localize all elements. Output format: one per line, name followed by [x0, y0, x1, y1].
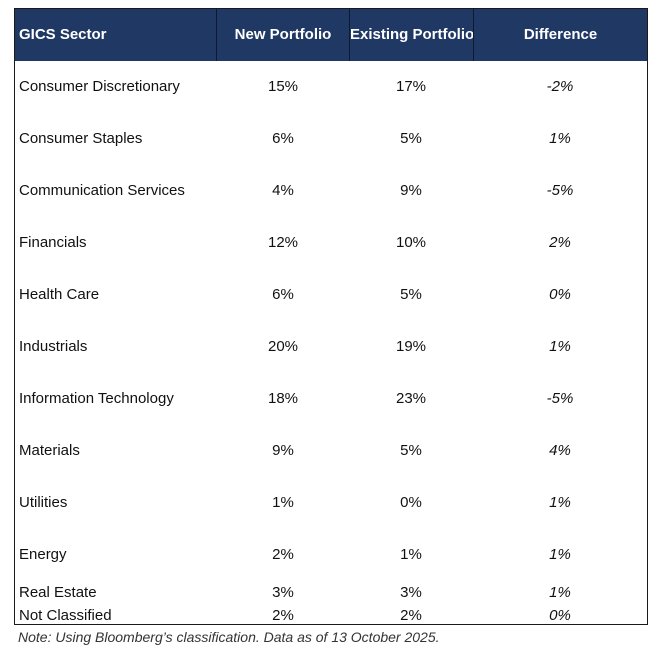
existing-portfolio-cell: 5% — [400, 130, 422, 147]
existing-portfolio-cell: 19% — [395, 338, 427, 355]
existing-portfolio-cell: 17% — [395, 78, 427, 95]
header-divider — [473, 9, 474, 61]
sector-cell: Real Estate — [19, 584, 97, 601]
difference-cell: 0% — [549, 286, 571, 303]
header-divider — [216, 9, 217, 61]
header-difference: Difference — [523, 26, 598, 43]
difference-cell: 2% — [549, 234, 571, 251]
sector-cell: Not Classified — [19, 607, 112, 624]
difference-cell: 1% — [549, 494, 571, 511]
new-portfolio-cell: 1% — [272, 494, 294, 511]
difference-cell: 0% — [549, 607, 571, 624]
header-existing-portfolio: Existing Portfolio — [350, 26, 474, 43]
sector-cell: Energy — [19, 546, 67, 563]
sector-table: GICS Sector New Portfolio Existing Portf… — [14, 8, 648, 625]
existing-portfolio-cell: 9% — [400, 182, 422, 199]
new-portfolio-cell: 4% — [272, 182, 294, 199]
sector-cell: Health Care — [19, 286, 100, 303]
new-portfolio-cell: 20% — [267, 338, 299, 355]
new-portfolio-cell: 15% — [267, 78, 299, 95]
sector-cell: Utilities — [19, 494, 68, 511]
existing-portfolio-cell: 0% — [400, 494, 422, 511]
difference-cell: 4% — [549, 442, 571, 459]
difference-cell: -5% — [546, 182, 574, 199]
footnote: Note: Using Bloomberg’s classification. … — [18, 629, 440, 645]
existing-portfolio-cell: 10% — [395, 234, 427, 251]
new-portfolio-cell: 6% — [272, 130, 294, 147]
sector-cell: Consumer Staples — [19, 130, 143, 147]
difference-cell: 1% — [549, 130, 571, 147]
header-new-portfolio: New Portfolio — [234, 26, 332, 43]
sector-cell: Communication Services — [19, 182, 185, 199]
header-divider — [349, 9, 350, 61]
sector-cell: Information Technology — [19, 390, 174, 407]
existing-portfolio-cell: 3% — [400, 584, 422, 601]
existing-portfolio-cell: 1% — [400, 546, 422, 563]
table-header: GICS Sector New Portfolio Existing Portf… — [15, 9, 647, 61]
difference-cell: -2% — [546, 78, 574, 95]
new-portfolio-cell: 18% — [267, 390, 299, 407]
difference-cell: 1% — [549, 584, 571, 601]
new-portfolio-cell: 2% — [272, 607, 294, 624]
sector-cell: Financials — [19, 234, 87, 251]
difference-cell: -5% — [546, 390, 574, 407]
new-portfolio-cell: 12% — [267, 234, 299, 251]
header-gics-sector: GICS Sector — [19, 26, 107, 43]
sector-cell: Materials — [19, 442, 80, 459]
existing-portfolio-cell: 5% — [400, 442, 422, 459]
new-portfolio-cell: 3% — [272, 584, 294, 601]
sector-cell: Industrials — [19, 338, 88, 355]
difference-cell: 1% — [549, 546, 571, 563]
existing-portfolio-cell: 2% — [400, 607, 422, 624]
new-portfolio-cell: 9% — [272, 442, 294, 459]
existing-portfolio-cell: 23% — [395, 390, 427, 407]
sector-cell: Consumer Discretionary — [19, 78, 180, 95]
existing-portfolio-cell: 5% — [400, 286, 422, 303]
new-portfolio-cell: 6% — [272, 286, 294, 303]
difference-cell: 1% — [549, 338, 571, 355]
new-portfolio-cell: 2% — [272, 546, 294, 563]
